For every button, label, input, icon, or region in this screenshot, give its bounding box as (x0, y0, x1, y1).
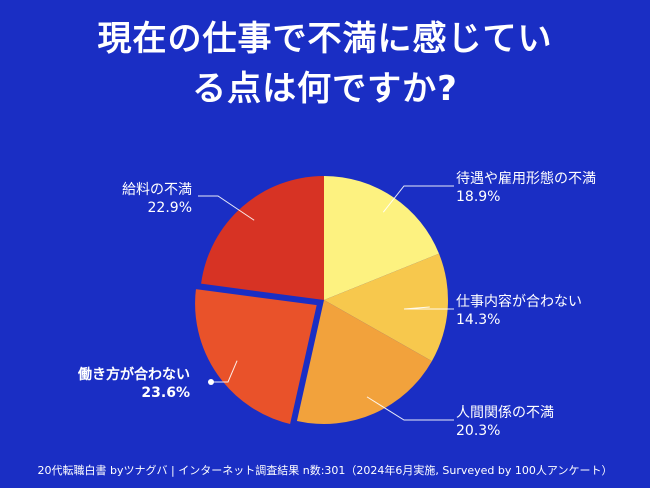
leader-line-4 (198, 195, 255, 221)
slice-label-0: 待遇や雇用形態の不満 18.9% (456, 170, 596, 206)
slice-label-4: 給料の不満 22.9% (122, 181, 192, 217)
slice-label-3-name: 働き方が合わない (78, 367, 190, 383)
pie-slice-3 (191, 284, 322, 429)
slice-label-4-name: 給料の不満 (122, 182, 192, 198)
slice-label-0-value: 18.9% (456, 189, 501, 205)
slice-label-2-value: 20.3% (456, 423, 501, 439)
slice-label-4-value: 22.9% (147, 200, 192, 216)
slice-label-1: 仕事内容が合わない 14.3% (456, 293, 582, 329)
slice-label-3-value: 23.6% (141, 385, 190, 401)
page-title: 現在の仕事で不満に感じてい る点は何ですか? (0, 14, 650, 114)
footer-source: 20代転職白書 byツナグバ | インターネット調査結果 n数:301（2024… (37, 464, 613, 477)
pie-slice-0 (324, 176, 440, 300)
leader-line-1 (403, 306, 454, 310)
slice-label-1-value: 14.3% (456, 312, 501, 328)
pie-slice-2 (296, 300, 432, 424)
leader-dot-3 (208, 379, 214, 385)
slice-label-1-name: 仕事内容が合わない (456, 294, 582, 310)
slice-label-2-name: 人間関係の不満 (456, 405, 554, 421)
leader-line-3 (208, 360, 238, 383)
title-line-1: 現在の仕事で不満に感じてい (97, 19, 553, 59)
slice-label-2: 人間関係の不満 20.3% (456, 404, 554, 440)
pie-slice-4 (201, 176, 324, 300)
pie-slice-1 (324, 253, 448, 362)
slice-label-3: 働き方が合わない 23.6% (78, 366, 190, 402)
leader-line-2 (366, 396, 454, 421)
leader-line-0 (382, 185, 454, 213)
slice-label-0-name: 待遇や雇用形態の不満 (456, 171, 596, 187)
title-line-2: る点は何ですか? (192, 69, 458, 109)
